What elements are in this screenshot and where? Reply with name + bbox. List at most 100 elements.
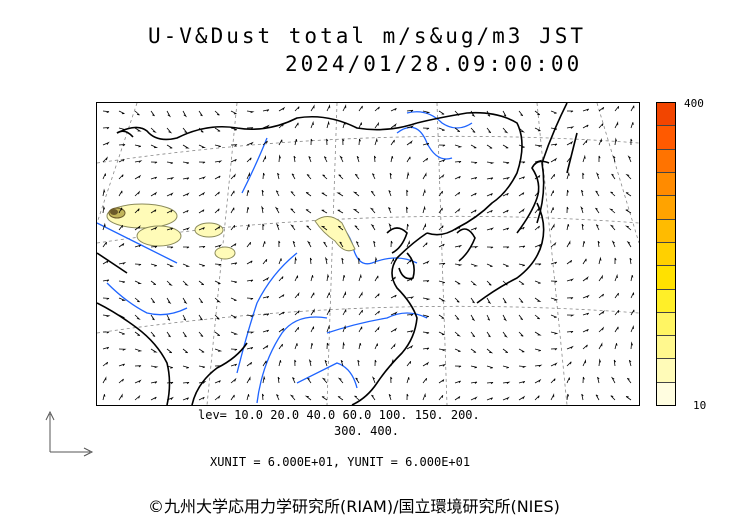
wind-arrow: [438, 280, 445, 284]
wind-arrow: [610, 191, 616, 197]
wind-arrow: [438, 314, 445, 319]
wind-arrow: [486, 161, 495, 165]
wind-arrow: [321, 192, 328, 197]
wind-arrow: [502, 110, 507, 117]
wind-arrow: [150, 365, 159, 369]
wind-arrow: [582, 154, 586, 163]
wind-arrow: [230, 394, 235, 401]
wind-arrow: [166, 280, 173, 286]
wind-arrow: [246, 224, 250, 231]
wind-arrow: [166, 297, 172, 305]
wind-arrow: [595, 172, 600, 180]
wind-arrow: [566, 126, 575, 129]
colorbar: [656, 102, 676, 406]
wind-arrow: [310, 120, 314, 129]
lat-lon-grid: [97, 103, 639, 405]
wind-arrow: [438, 297, 446, 302]
wind-arrow: [598, 326, 605, 333]
wind-arrow: [470, 192, 477, 197]
wind-arrow: [534, 110, 541, 116]
wind-arrow: [278, 343, 283, 350]
wind-arrow: [518, 144, 525, 148]
wind-arrow: [534, 331, 542, 336]
wind-arrow: [230, 243, 237, 248]
wind-arrow: [374, 359, 377, 367]
wind-arrow: [374, 155, 377, 163]
wind-arrow: [198, 110, 203, 117]
wind-arrow: [608, 208, 616, 214]
wind-arrow: [550, 207, 554, 214]
wind-arrow: [198, 314, 203, 321]
wind-arrow: [438, 331, 445, 336]
colorbar-swatch: [657, 335, 675, 359]
wind-arrow: [582, 240, 586, 248]
wind-arrow: [422, 260, 430, 265]
wind-arrow: [502, 227, 509, 231]
wind-arrow: [134, 208, 140, 214]
wind-arrow: [614, 343, 618, 350]
wind-arrow: [438, 158, 446, 163]
wind-arrow: [470, 297, 475, 304]
wind-arrow: [246, 361, 253, 367]
wind-arrow: [614, 121, 619, 129]
wind-arrow: [550, 378, 556, 384]
wind-arrow: [502, 365, 509, 369]
wind-arrow: [582, 124, 589, 129]
wind-arrow: [246, 189, 250, 197]
wind-arrow: [294, 343, 298, 350]
wind-arrow: [246, 110, 255, 114]
wind-arrow: [470, 110, 476, 118]
wind-arrow: [422, 297, 431, 301]
wind-arrow: [406, 393, 409, 401]
wind-arrow: [118, 348, 127, 351]
colorbar-swatch: [657, 103, 675, 126]
wind-arrow: [118, 243, 125, 248]
wind-arrow: [406, 223, 409, 231]
wind-arrow: [470, 246, 479, 249]
wind-arrow: [614, 310, 620, 316]
wind-arrow: [275, 223, 280, 231]
wind-arrow: [340, 360, 344, 367]
wind-arrow: [291, 173, 296, 180]
wind-arrow: [454, 365, 462, 368]
wind-arrow: [246, 241, 251, 248]
wind-arrow: [275, 190, 280, 197]
colorbar-swatch: [657, 148, 675, 172]
wind-arrow: [278, 327, 285, 333]
wind-arrow: [454, 297, 460, 303]
wind-arrow: [358, 257, 361, 265]
wind-arrow: [438, 395, 444, 401]
wind-arrow: [406, 377, 410, 384]
wind-arrow: [566, 377, 570, 384]
wind-arrow: [289, 394, 296, 401]
wind-arrow: [438, 262, 446, 266]
wind-arrow: [150, 348, 158, 353]
wind-arrow: [310, 138, 313, 146]
wind-arrow: [534, 191, 540, 197]
wind-arrow: [369, 207, 376, 214]
wind-arrow: [582, 294, 590, 299]
wind-arrow: [337, 377, 344, 384]
wind-arrow: [534, 314, 540, 320]
wind-arrow: [294, 359, 297, 367]
wind-arrow: [502, 263, 509, 267]
levels-line-2: 300. 400.: [334, 424, 400, 438]
wind-arrow: [438, 173, 445, 180]
wind-arrow: [294, 310, 300, 316]
wind-arrow: [550, 297, 559, 301]
wind-arrow: [626, 377, 632, 384]
wind-arrow: [518, 381, 526, 384]
wind-arrow: [358, 105, 363, 112]
wind-arrow: [278, 106, 286, 112]
wind-arrow: [150, 110, 155, 117]
wind-arrow: [470, 227, 477, 231]
wind-arrow: [374, 310, 380, 316]
wind-arrow: [118, 393, 123, 401]
wind-arrow: [246, 297, 254, 300]
wind-arrow: [150, 381, 158, 384]
wind-arrow: [326, 342, 329, 350]
wind-arrow: [374, 326, 380, 333]
wind-arrow: [326, 120, 330, 129]
wind-arrow: [246, 331, 255, 334]
wind-arrow: [102, 110, 110, 113]
